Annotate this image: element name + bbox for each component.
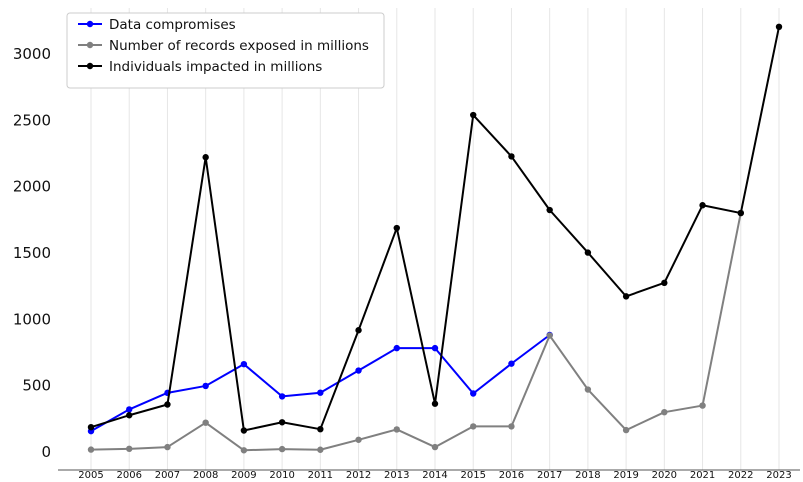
data-point-2-2011 (317, 446, 324, 453)
data-point-1-2008 (202, 382, 209, 390)
series-3 (87, 23, 783, 434)
data-point-3-2018 (584, 249, 592, 256)
data-point-2-2013 (393, 426, 400, 433)
series-line-2 (90, 212, 742, 452)
data-point-3-2016 (508, 153, 515, 160)
data-point-3-2008 (202, 154, 209, 161)
x-tick-label-2020: 2020 (652, 470, 677, 481)
data-point-3-2015 (470, 111, 477, 119)
data-point-3-2013 (393, 224, 400, 232)
data-point-2-2008 (202, 419, 209, 426)
data-point-2-2009 (240, 447, 248, 454)
data-point-1-2010 (278, 393, 286, 400)
x-tick-label-2005: 2005 (78, 470, 103, 481)
legend-marker-3 (86, 62, 94, 70)
data-point-1-2015 (470, 390, 477, 397)
x-tick-label-2012: 2012 (346, 470, 371, 481)
y-tick-label-1000: 1000 (13, 310, 51, 328)
data-point-2-2020 (661, 409, 668, 416)
x-tick-label-2007: 2007 (155, 470, 180, 481)
series-2 (87, 209, 744, 454)
legend: Data compromises Number of records expose… (66, 12, 385, 89)
data-point-1-2016 (508, 360, 515, 367)
data-point-2-2010 (278, 445, 286, 453)
x-tick-label-2019: 2019 (613, 470, 638, 481)
data-point-2-2017 (546, 332, 553, 339)
data-point-1-2011 (317, 389, 324, 396)
y-tick-labels: 0 500 1000 1500 2000 2500 3000 (13, 45, 51, 461)
y-tick-label-3000: 3000 (13, 45, 51, 63)
data-point-3-2012 (355, 327, 362, 334)
data-point-2-2014 (431, 443, 439, 451)
data-point-2-2006 (126, 445, 133, 453)
x-tick-label-2016: 2016 (499, 470, 524, 481)
x-tick-label-2014: 2014 (422, 470, 447, 481)
data-point-2-2016 (508, 423, 515, 430)
y-tick-label-500: 500 (22, 377, 51, 395)
data-point-1-2012 (355, 367, 362, 374)
y-tick-label-0: 0 (41, 443, 51, 461)
legend-marker-2 (86, 41, 94, 49)
x-tick-labels: 2005 2006 2007 2008 2009 2010 2011 2012 2013 2014… (78, 470, 791, 481)
x-tick-label-2023: 2023 (766, 470, 791, 481)
data-point-1-2013 (393, 344, 400, 352)
data-point-2-2021 (699, 402, 706, 409)
data-point-1-2009 (240, 360, 248, 368)
data-point-3-2022 (737, 209, 744, 217)
x-tick-label-2017: 2017 (537, 470, 562, 481)
data-point-2-2012 (355, 436, 362, 443)
data-point-3-2020 (661, 279, 668, 287)
series (87, 23, 783, 454)
x-tick-label-2006: 2006 (116, 470, 141, 481)
data-point-1-2014 (431, 344, 439, 352)
x-tick-label-2010: 2010 (269, 470, 294, 481)
x-tick-label-2009: 2009 (231, 470, 256, 481)
data-point-2-2007 (164, 443, 171, 451)
legend-box (66, 12, 385, 89)
data-point-3-2017 (546, 206, 553, 214)
data-point-3-2006 (126, 412, 133, 419)
data-point-2-2005 (87, 446, 95, 453)
data-point-3-2023 (775, 23, 783, 31)
data-point-3-2007 (164, 401, 171, 408)
y-tick-label-2000: 2000 (13, 178, 51, 196)
data-point-3-2021 (699, 202, 706, 209)
data-point-1-2006 (126, 406, 133, 413)
data-point-2-2018 (584, 386, 592, 393)
data-point-2-2019 (622, 426, 630, 434)
data-point-3-2011 (317, 425, 324, 433)
legend-label-3: Individuals impacted in millions (109, 59, 322, 75)
series-1 (87, 331, 553, 435)
legend-marker-1 (86, 20, 94, 28)
x-tick-label-2015: 2015 (460, 470, 485, 481)
x-tick-label-2011: 2011 (308, 470, 333, 481)
y-tick-label-1500: 1500 (13, 244, 51, 262)
legend-label-1: Data compromises (109, 17, 236, 33)
x-tick-label-2021: 2021 (690, 470, 715, 481)
data-point-3-2010 (278, 419, 286, 426)
legend-label-2: Number of records exposed in millions (109, 38, 369, 54)
data-point-2-2015 (470, 423, 477, 430)
data-point-3-2019 (622, 293, 630, 300)
y-tick-label-2500: 2500 (13, 111, 51, 129)
x-tick-label-2018: 2018 (575, 470, 600, 481)
x-tick-label-2013: 2013 (384, 470, 409, 481)
data-point-3-2009 (240, 427, 248, 434)
data-point-3-2005 (87, 423, 95, 431)
data-point-3-2014 (431, 400, 439, 407)
x-tick-label-2022: 2022 (728, 470, 753, 481)
x-tick-label-2008: 2008 (193, 470, 218, 481)
